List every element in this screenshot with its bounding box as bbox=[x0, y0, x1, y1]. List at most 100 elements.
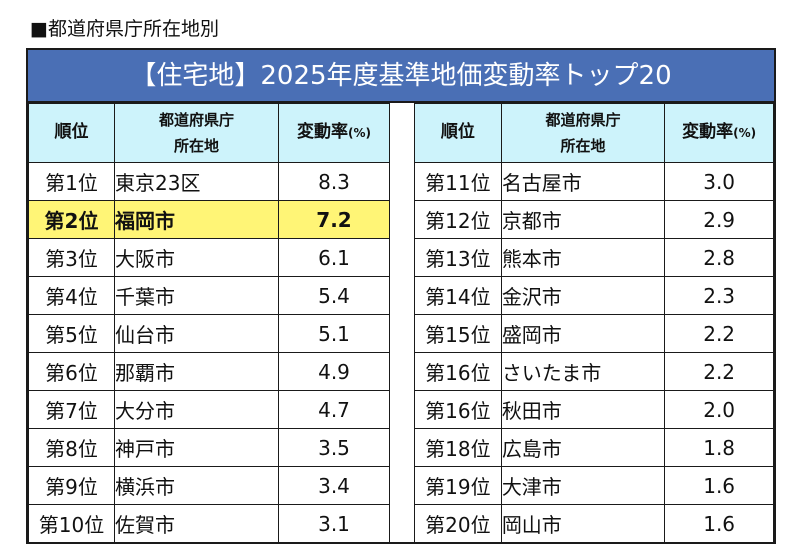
ranking-table-right: 順位 都道府県庁 所在地 変動率(%) 第11位 名古屋市 3.0 第12位 京都市 2.9… bbox=[414, 103, 774, 543]
rank-cell: 第16位 bbox=[414, 352, 502, 391]
header-rate-unit: (%) bbox=[348, 126, 371, 141]
table-row: 第10位 佐賀市 3.1 bbox=[28, 504, 390, 543]
header-row: 順位 都道府県庁所在地 変動率(%) bbox=[28, 103, 390, 163]
city-cell: 大分市 bbox=[114, 390, 279, 429]
rank-cell: 第5位 bbox=[28, 314, 115, 353]
rank-cell: 第1位 bbox=[28, 162, 115, 201]
ranking-body-left: 第1位 東京23区 8.3 第2位 福岡市 7.2 第3位 大阪市 6.1 第4位 千葉市 5.4 第5… bbox=[28, 162, 390, 543]
table-row: 第6位 那覇市 4.9 bbox=[28, 352, 390, 391]
rank-cell: 第8位 bbox=[28, 428, 115, 467]
header-city-line2: 所在地 bbox=[173, 137, 219, 155]
rank-cell: 第18位 bbox=[414, 428, 502, 467]
rank-cell: 第3位 bbox=[28, 238, 115, 277]
city-cell: 佐賀市 bbox=[114, 504, 279, 543]
rate-cell: 8.3 bbox=[278, 162, 390, 201]
header-rate-label: 変動率 bbox=[297, 122, 348, 143]
table-row: 第12位 京都市 2.9 bbox=[414, 200, 774, 239]
table-row: 第11位 名古屋市 3.0 bbox=[414, 162, 774, 201]
ranking-body-right: 第11位 名古屋市 3.0 第12位 京都市 2.9 第13位 熊本市 2.8 第14位 金沢市 2.… bbox=[414, 162, 774, 543]
rank-cell: 第7位 bbox=[28, 390, 115, 429]
table-row: 第16位 秋田市 2.0 bbox=[414, 390, 774, 429]
rate-cell: 3.4 bbox=[278, 466, 390, 505]
rank-cell: 第19位 bbox=[414, 466, 502, 505]
column-gap bbox=[389, 103, 414, 542]
rank-cell: 第4位 bbox=[28, 276, 115, 315]
table-row: 第7位 大分市 4.7 bbox=[28, 390, 390, 429]
city-cell: 秋田市 bbox=[500, 390, 666, 429]
city-cell: 那覇市 bbox=[114, 352, 279, 391]
rate-cell: 2.0 bbox=[664, 390, 774, 429]
rate-cell: 4.9 bbox=[278, 352, 390, 391]
table-row: 第8位 神戸市 3.5 bbox=[28, 428, 390, 467]
city-cell: 金沢市 bbox=[500, 276, 666, 315]
rate-cell: 7.2 bbox=[278, 200, 390, 239]
table-row: 第3位 大阪市 6.1 bbox=[28, 238, 390, 277]
rank-cell: 第13位 bbox=[414, 238, 502, 277]
header-rate-label: 変動率 bbox=[682, 122, 734, 143]
header-city: 都道府県庁 所在地 bbox=[500, 103, 666, 163]
table-row: 第20位 岡山市 1.6 bbox=[414, 504, 774, 543]
city-cell: 大阪市 bbox=[114, 238, 279, 277]
header-city-line1: 都道府県庁 bbox=[158, 111, 234, 129]
table-row: 第19位 大津市 1.6 bbox=[414, 466, 774, 505]
header-row: 順位 都道府県庁所在地 変動率(%) bbox=[414, 103, 774, 163]
city-cell: 熊本市 bbox=[500, 238, 666, 277]
rate-cell: 4.7 bbox=[278, 390, 390, 429]
city-cell: 神戸市 bbox=[114, 428, 279, 467]
rate-cell: 3.1 bbox=[278, 504, 390, 543]
city-cell: 広島市 bbox=[500, 428, 666, 467]
rate-cell: 1.8 bbox=[664, 428, 774, 467]
city-cell: 京都市 bbox=[500, 200, 666, 239]
table-row: 第18位 広島市 1.8 bbox=[414, 428, 774, 467]
table-row: 第14位 金沢市 2.3 bbox=[414, 276, 774, 315]
rate-cell: 1.6 bbox=[664, 504, 774, 543]
rate-cell: 3.0 bbox=[664, 162, 774, 201]
header-rank: 順位 bbox=[28, 103, 115, 163]
table-title: 【住宅地】2025年度基準地価変動率トップ20 bbox=[28, 50, 774, 103]
rate-cell: 5.4 bbox=[278, 276, 390, 315]
rate-cell: 1.6 bbox=[664, 466, 774, 505]
rank-cell: 第15位 bbox=[414, 314, 502, 353]
table-row: 第15位 盛岡市 2.2 bbox=[414, 314, 774, 353]
header-city-line1: 都道府県庁 bbox=[545, 111, 621, 129]
city-cell: さいたま市 bbox=[500, 352, 666, 391]
rate-cell: 6.1 bbox=[278, 238, 390, 277]
city-cell: 千葉市 bbox=[114, 276, 279, 315]
table-row: 第13位 熊本市 2.8 bbox=[414, 238, 774, 277]
table-row: 第4位 千葉市 5.4 bbox=[28, 276, 390, 315]
city-cell: 名古屋市 bbox=[500, 162, 666, 201]
rate-cell: 3.5 bbox=[278, 428, 390, 467]
rank-cell: 第2位 bbox=[28, 200, 115, 239]
city-cell: 岡山市 bbox=[500, 504, 666, 543]
rank-cell: 第12位 bbox=[414, 200, 502, 239]
header-city-line2: 所在地 bbox=[560, 137, 606, 155]
header-rate-unit: (%) bbox=[733, 126, 757, 141]
rate-cell: 2.2 bbox=[664, 314, 774, 353]
header-city: 都道府県庁 所在地 bbox=[114, 103, 279, 163]
rate-cell: 2.8 bbox=[664, 238, 774, 277]
rank-cell: 第6位 bbox=[28, 352, 115, 391]
table-row: 第1位 東京23区 8.3 bbox=[28, 162, 390, 201]
rate-cell: 2.2 bbox=[664, 352, 774, 391]
header-rank: 順位 bbox=[414, 103, 502, 163]
ranking-frame: 【住宅地】2025年度基準地価変動率トップ20 順位 都道府県庁 所在地 変動率(… bbox=[26, 48, 776, 544]
ranking-table-left: 順位 都道府県庁 所在地 変動率(%) 第1位 東京23区 8.3 第2位 福岡市 7.2 第… bbox=[28, 103, 390, 543]
city-cell: 仙台市 bbox=[114, 314, 279, 353]
rank-cell: 第11位 bbox=[414, 162, 502, 201]
header-rate: 変動率(%) bbox=[278, 103, 390, 163]
table-row: 第9位 横浜市 3.4 bbox=[28, 466, 390, 505]
rank-cell: 第10位 bbox=[28, 504, 115, 543]
table-row: 第2位 福岡市 7.2 bbox=[28, 200, 390, 239]
table-row: 第16位 さいたま市 2.2 bbox=[414, 352, 774, 391]
caption: ■都道府県庁所在地別 bbox=[30, 18, 219, 40]
city-cell: 盛岡市 bbox=[500, 314, 666, 353]
rank-cell: 第16位 bbox=[414, 390, 502, 429]
header-rate: 変動率(%) bbox=[664, 103, 774, 163]
rate-cell: 2.3 bbox=[664, 276, 774, 315]
rate-cell: 2.9 bbox=[664, 200, 774, 239]
city-cell: 横浜市 bbox=[114, 466, 279, 505]
city-cell: 大津市 bbox=[500, 466, 666, 505]
city-cell: 東京23区 bbox=[114, 162, 279, 201]
rank-cell: 第9位 bbox=[28, 466, 115, 505]
rank-cell: 第20位 bbox=[414, 504, 502, 543]
